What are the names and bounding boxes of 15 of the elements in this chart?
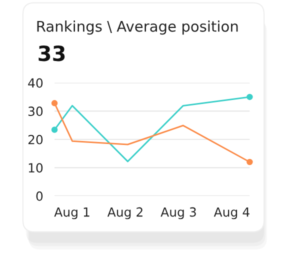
y-tick-label: 20 bbox=[28, 134, 43, 144]
y-tick-label: 10 bbox=[28, 163, 43, 173]
chart-subtitle: 33 bbox=[38, 45, 65, 62]
x-tick-label: Aug 2 bbox=[107, 207, 142, 220]
point bbox=[246, 94, 253, 100]
y-tick-label: 40 bbox=[28, 78, 43, 88]
chart-title: Rankings \ Average position bbox=[37, 20, 238, 35]
point bbox=[51, 100, 58, 106]
x-tick-label: Aug 4 bbox=[214, 207, 250, 220]
point bbox=[51, 126, 58, 133]
y-tick-label: 0 bbox=[36, 191, 43, 201]
y-tick-label: 30 bbox=[28, 106, 43, 116]
x-tick-label: Aug 3 bbox=[160, 207, 196, 220]
point bbox=[246, 158, 253, 166]
x-tick-label: Aug 1 bbox=[54, 207, 90, 220]
